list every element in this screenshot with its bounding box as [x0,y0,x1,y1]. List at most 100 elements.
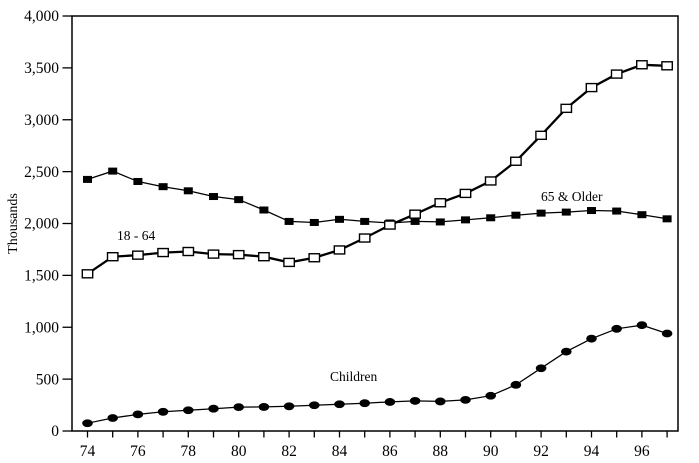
series-children-marker [359,399,371,408]
series-older-marker [410,217,420,225]
series-adults [81,60,674,279]
y-tick-label: 1,500 [24,268,59,285]
series-adults-marker [510,156,522,166]
series-children-marker [107,414,118,422]
series-older-marker [587,207,596,215]
y-tick-label: 0 [51,423,59,440]
y-axis-ticks: 0 500 1,000 1,500 2,000 2,500 3,000 3,500 4,000 [24,8,72,440]
x-tick-label: 84 [332,443,348,460]
series-older-marker [234,196,244,204]
series-adults-marker [308,253,321,263]
series-label-children: Children [330,369,377,384]
series-older-marker [108,167,118,175]
y-tick-label: 2,500 [24,164,59,181]
x-tick-label: 92 [533,443,549,460]
x-axis-ticks: 74 76 78 80 82 84 86 88 90 92 94 96 [80,431,668,460]
series-adults-marker [131,250,144,260]
series-adults-marker [535,130,548,141]
series-older-marker [536,209,546,217]
series-adults-marker [610,69,623,79]
series-children-marker [435,397,446,406]
series-adults-marker [636,60,648,70]
series-older-marker [486,214,496,222]
series-adults-marker [182,246,195,257]
series-adults-marker [81,269,94,279]
series-older-marker [511,211,521,219]
y-axis-title: Thousands [6,193,21,254]
series-older-marker [83,175,92,183]
series-children-marker [82,419,93,428]
series-older-marker [183,187,193,195]
series-older-marker [133,177,143,185]
y-tick-label: 1,000 [24,319,59,336]
series-children-marker [561,347,572,356]
series-children-marker [309,401,320,410]
series-children-marker [611,324,622,333]
series-adults-marker [661,61,674,71]
series-adults-marker [333,245,346,255]
y-tick-label: 3,500 [24,60,59,77]
series-older-marker [360,217,370,225]
series-children-marker [208,404,219,413]
x-tick-label: 78 [181,443,197,460]
x-tick-label: 88 [433,443,449,460]
series-children-marker [586,334,597,343]
series-children-marker [157,407,169,416]
x-tick-label: 82 [281,443,297,460]
series-older-marker [461,216,470,224]
series-label-older: 65 & Older [541,189,603,204]
series-adults-marker [207,249,220,259]
series-adults-marker [283,257,295,268]
series-children [82,321,673,428]
series-older-marker [209,193,218,201]
x-tick-label: 90 [483,443,499,460]
series-adults-marker [106,251,119,262]
series-older-marker [335,215,344,223]
y-tick-label: 2,000 [24,216,59,233]
x-tick-label: 96 [634,443,650,460]
series-children-marker [384,398,396,406]
series-adults-marker [484,176,497,186]
series-children-marker [636,321,648,330]
series-children-marker [183,406,194,415]
series-adults-marker [560,103,573,114]
series-adults-marker [232,249,245,260]
series-children-marker [510,380,522,389]
x-tick-label: 74 [80,443,96,460]
series-older-marker [435,218,445,226]
series-label-adults: 18 - 64 [117,228,155,243]
series-children-marker [661,329,673,338]
data-series [81,60,674,428]
series-older-marker [309,218,319,226]
series-children-marker [409,397,421,405]
series-children-marker [535,364,547,373]
series-older-marker [561,208,571,216]
series-children-marker [485,391,497,400]
series-labels: 65 & Older 18 - 64 Children [117,189,603,384]
series-older-marker [259,206,269,214]
series-children-marker [283,402,295,411]
series-children-marker [258,403,270,411]
x-tick-label: 94 [584,443,600,460]
series-adults-marker [157,247,169,258]
series-children-marker [233,403,244,412]
series-adults-marker [258,251,270,262]
series-children-marker [132,410,144,419]
y-tick-label: 4,000 [24,8,59,25]
series-children-marker [460,395,471,404]
y-tick-label: 3,000 [24,112,59,129]
series-adults-marker [358,233,371,243]
series-older-marker [612,207,622,215]
series-children-line [87,324,668,424]
series-adults-marker [434,198,447,208]
series-adults-marker [409,209,421,219]
series-older-marker [158,183,168,191]
series-children-marker [334,400,345,409]
y-tick-label: 500 [36,371,60,388]
x-tick-label: 80 [231,443,247,460]
series-adults-line [86,63,668,275]
series-older-marker [284,217,294,225]
x-tick-label: 76 [130,443,146,460]
